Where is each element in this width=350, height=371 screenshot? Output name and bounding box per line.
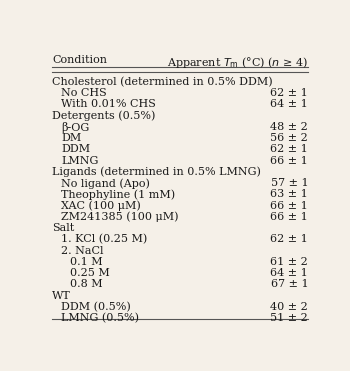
Text: 48 ± 2: 48 ± 2 <box>271 122 308 132</box>
Text: 0.1 M: 0.1 M <box>70 257 102 267</box>
Text: LMNG: LMNG <box>61 155 99 165</box>
Text: DDM (0.5%): DDM (0.5%) <box>61 302 131 312</box>
Text: 62 ± 1: 62 ± 1 <box>271 234 308 244</box>
Text: 61 ± 2: 61 ± 2 <box>271 257 308 267</box>
Text: Ligands (determined in 0.5% LMNG): Ligands (determined in 0.5% LMNG) <box>52 167 261 177</box>
Text: Condition: Condition <box>52 55 107 65</box>
Text: 56 ± 2: 56 ± 2 <box>271 133 308 143</box>
Text: 57 ± 1: 57 ± 1 <box>271 178 308 188</box>
Text: DDM: DDM <box>61 144 91 154</box>
Text: 64 ± 1: 64 ± 1 <box>271 99 308 109</box>
Text: 66 ± 1: 66 ± 1 <box>271 201 308 211</box>
Text: Cholesterol (determined in 0.5% DDM): Cholesterol (determined in 0.5% DDM) <box>52 77 273 87</box>
Text: ZM241385 (100 μM): ZM241385 (100 μM) <box>61 212 179 223</box>
Text: 0.8 M: 0.8 M <box>70 279 102 289</box>
Text: LMNG (0.5%): LMNG (0.5%) <box>61 313 139 324</box>
Text: 62 ± 1: 62 ± 1 <box>271 88 308 98</box>
Text: Detergents (0.5%): Detergents (0.5%) <box>52 111 155 121</box>
Text: With 0.01% CHS: With 0.01% CHS <box>61 99 156 109</box>
Text: No ligand (Apo): No ligand (Apo) <box>61 178 150 189</box>
Text: Apparent $T_{\mathrm{m}}$ (°C) ($n$ ≥ 4): Apparent $T_{\mathrm{m}}$ (°C) ($n$ ≥ 4) <box>167 55 308 69</box>
Text: 2. NaCl: 2. NaCl <box>61 246 104 256</box>
Text: Salt: Salt <box>52 223 74 233</box>
Text: No CHS: No CHS <box>61 88 107 98</box>
Text: 66 ± 1: 66 ± 1 <box>271 212 308 222</box>
Text: 40 ± 2: 40 ± 2 <box>271 302 308 312</box>
Text: DM: DM <box>61 133 82 143</box>
Text: 62 ± 1: 62 ± 1 <box>271 144 308 154</box>
Text: XAC (100 μM): XAC (100 μM) <box>61 201 141 211</box>
Text: 51 ± 2: 51 ± 2 <box>271 313 308 323</box>
Text: 1. KCl (0.25 M): 1. KCl (0.25 M) <box>61 234 148 245</box>
Text: 66 ± 1: 66 ± 1 <box>271 155 308 165</box>
Text: 0.25 M: 0.25 M <box>70 268 109 278</box>
Text: 64 ± 1: 64 ± 1 <box>271 268 308 278</box>
Text: 63 ± 1: 63 ± 1 <box>271 189 308 199</box>
Text: WT: WT <box>52 291 71 301</box>
Text: β-OG: β-OG <box>61 122 90 133</box>
Text: 67 ± 1: 67 ± 1 <box>271 279 308 289</box>
Text: Theophyline (1 mM): Theophyline (1 mM) <box>61 189 175 200</box>
